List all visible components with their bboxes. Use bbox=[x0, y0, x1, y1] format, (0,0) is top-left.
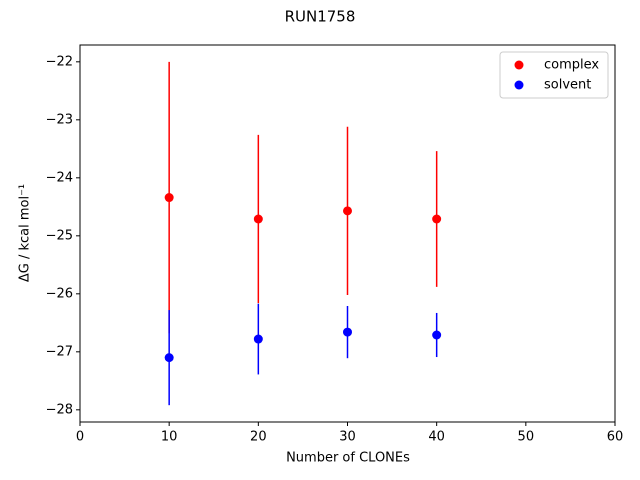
point bbox=[253, 334, 263, 344]
x-axis-label: Number of CLONEs bbox=[286, 451, 410, 466]
legend-marker bbox=[514, 60, 524, 70]
chart-title: RUN1758 bbox=[285, 8, 356, 26]
point bbox=[343, 327, 352, 337]
plot-frame bbox=[79, 44, 616, 423]
point bbox=[432, 214, 442, 224]
x-tick-label: 10 bbox=[161, 430, 178, 445]
y-tick-label: −23 bbox=[46, 112, 73, 127]
x-tick-label: 40 bbox=[428, 430, 445, 445]
y-axis-label: ΔG / kcal mol⁻¹ bbox=[18, 184, 33, 282]
x-tick-label: 50 bbox=[518, 430, 535, 445]
x-tick-label: 60 bbox=[607, 430, 624, 445]
legend-box bbox=[499, 51, 609, 99]
point bbox=[164, 193, 174, 203]
y-tick-label: −28 bbox=[46, 402, 73, 417]
point bbox=[164, 353, 174, 363]
point bbox=[253, 214, 263, 224]
y-tick-label: −25 bbox=[46, 228, 73, 243]
legend-marker bbox=[514, 80, 524, 90]
x-tick-label: 30 bbox=[339, 430, 356, 445]
point bbox=[432, 330, 442, 340]
y-tick-label: −22 bbox=[46, 54, 73, 69]
legend-label: complex bbox=[544, 58, 599, 73]
y-tick-label: −24 bbox=[46, 170, 73, 185]
y-tick-label: −26 bbox=[46, 286, 73, 301]
point bbox=[343, 206, 352, 216]
legend-label: solvent bbox=[544, 78, 591, 93]
x-tick-label: 0 bbox=[76, 430, 84, 445]
x-tick-label: 20 bbox=[250, 430, 267, 445]
y-tick-label: −27 bbox=[46, 344, 73, 359]
